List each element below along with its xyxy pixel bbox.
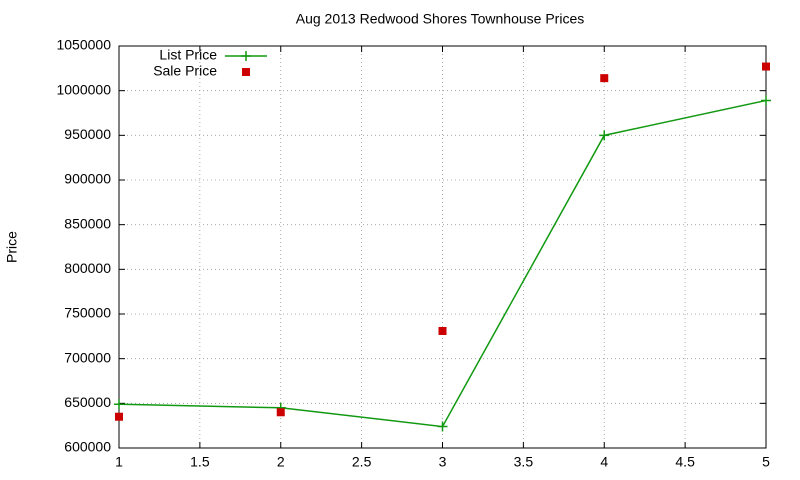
point <box>114 399 124 410</box>
legend-label: Sale Price <box>153 63 217 79</box>
point <box>762 62 770 71</box>
y-tick-label: 1000000 <box>56 81 111 97</box>
plot-border <box>118 45 767 449</box>
legend-marker <box>242 68 250 76</box>
x-tick-label: 2 <box>277 454 285 470</box>
y-tick-label: 650000 <box>64 394 111 410</box>
x-tick-label: 4.5 <box>675 454 695 470</box>
x-tick-label: 1.5 <box>190 454 210 470</box>
point <box>761 95 771 106</box>
x-tick-label: 5 <box>762 454 770 470</box>
point <box>115 412 123 421</box>
point <box>600 74 609 83</box>
x-tick-label: 3.5 <box>514 454 534 470</box>
y-tick-label: 900000 <box>64 171 111 187</box>
y-tick-label: 1050000 <box>56 37 111 53</box>
y-tick-label: 600000 <box>64 439 111 455</box>
x-tick-label: 2.5 <box>352 454 372 470</box>
y-tick-label: 850000 <box>64 215 111 231</box>
x-tick-label: 3 <box>439 454 447 470</box>
x-tick-label: 4 <box>600 454 608 470</box>
line <box>118 99 767 428</box>
y-tick-label: 750000 <box>64 305 111 321</box>
point <box>599 130 610 141</box>
chart-title: Aug 2013 Redwood Shores Townhouse Prices <box>296 11 584 27</box>
legend-marker <box>241 51 251 61</box>
point <box>438 326 447 335</box>
x-tick-label: 1 <box>115 454 123 470</box>
point <box>276 408 285 417</box>
y-tick-label: 700000 <box>64 349 111 365</box>
y-tick-label: 800000 <box>64 260 111 276</box>
y-axis-label: Price <box>4 231 20 263</box>
y-tick-label: 950000 <box>64 126 111 142</box>
point <box>437 421 448 432</box>
legend-label: List Price <box>159 47 217 63</box>
